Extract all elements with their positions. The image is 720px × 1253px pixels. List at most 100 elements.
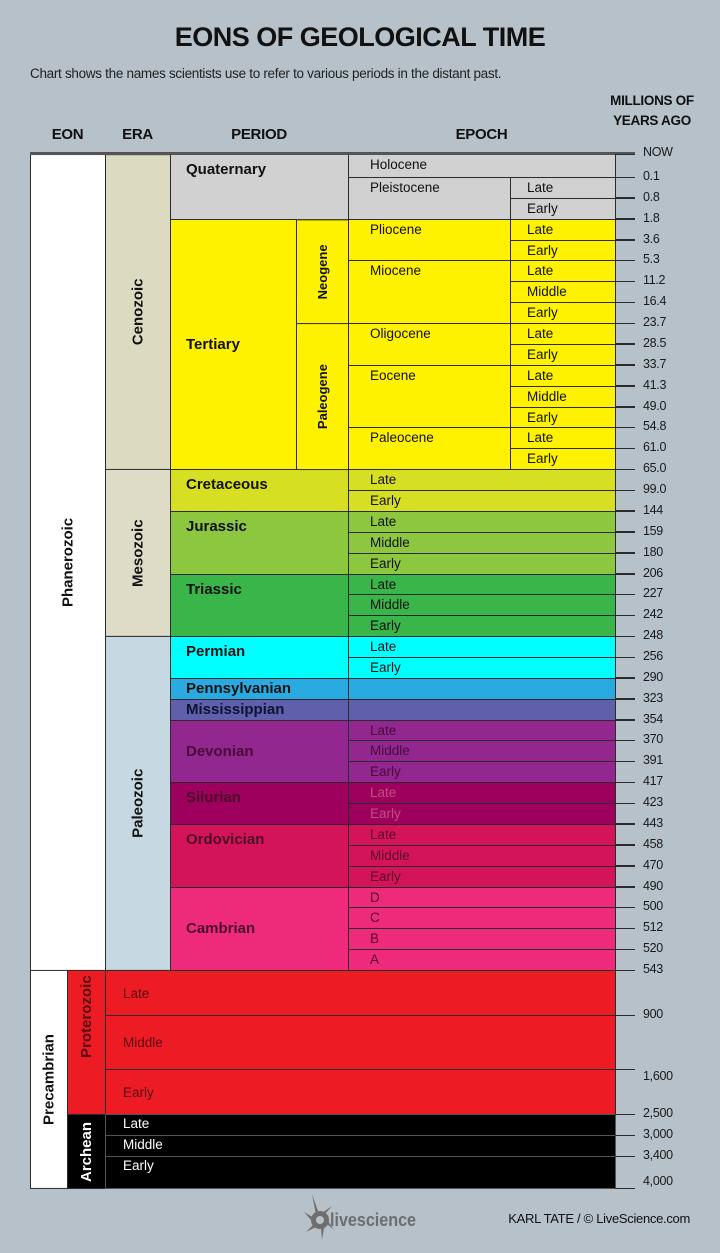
epoch-label: Late bbox=[370, 513, 397, 529]
subperiod-neogene: Neogene bbox=[296, 218, 349, 325]
age-label: 256 bbox=[643, 649, 663, 663]
subepoch: Late bbox=[510, 427, 616, 450]
epoch: Early bbox=[348, 615, 616, 638]
age-tick bbox=[615, 823, 635, 825]
epoch-label: Middle bbox=[370, 534, 410, 550]
age-label: 490 bbox=[643, 878, 663, 893]
subepoch-label: Late bbox=[527, 221, 554, 237]
era-paleozoic: Paleozoic bbox=[105, 636, 171, 972]
subepoch-label: Early bbox=[527, 451, 558, 467]
epoch-paleocene-label: Paleocene bbox=[370, 430, 434, 446]
subepoch-label: Late bbox=[527, 367, 554, 383]
age-label: 0.8 bbox=[643, 189, 660, 204]
age-tick bbox=[615, 343, 635, 345]
epoch: Late bbox=[348, 636, 616, 658]
age-label: 370 bbox=[643, 732, 663, 747]
age-label: 144 bbox=[643, 502, 663, 517]
age-label: 227 bbox=[643, 586, 663, 601]
age-label: 16.4 bbox=[643, 294, 667, 309]
age-tick bbox=[615, 385, 635, 387]
age-label: 423 bbox=[643, 795, 663, 810]
top-rule bbox=[30, 152, 635, 155]
age-label: 323 bbox=[643, 690, 663, 705]
epoch: Middle bbox=[348, 531, 616, 554]
epoch-label: Late bbox=[370, 826, 397, 842]
age-label: 470 bbox=[643, 857, 663, 872]
age-tick bbox=[615, 760, 635, 763]
precambrian-division: Middle bbox=[105, 1015, 616, 1070]
precambrian-division-label: Middle bbox=[123, 1137, 163, 1152]
precambrian-division: Late bbox=[105, 970, 616, 1016]
era-cenozoic-label: Cenozoic bbox=[129, 278, 147, 346]
age-tick bbox=[615, 1187, 635, 1189]
epoch: Late bbox=[348, 469, 616, 492]
age-tick bbox=[615, 1155, 635, 1157]
page-title: EONS OF GEOLOGICAL TIME bbox=[174, 22, 546, 52]
age-tick bbox=[615, 489, 635, 492]
age-label: 458 bbox=[643, 836, 663, 851]
epoch-label: Early bbox=[370, 493, 401, 509]
epoch: D bbox=[348, 886, 616, 909]
age-label: 54.8 bbox=[643, 419, 667, 434]
subepoch-label: Early bbox=[527, 409, 558, 425]
age-tick bbox=[615, 426, 635, 429]
epoch-pleistocene: Pleistocene bbox=[348, 177, 511, 220]
age-label: 3,400 bbox=[643, 1148, 673, 1162]
age-tick bbox=[615, 301, 635, 304]
age-label: 99.0 bbox=[643, 482, 667, 497]
age-tick bbox=[615, 552, 635, 554]
epoch-label: Late bbox=[370, 639, 397, 655]
epoch-pliocene-label: Pliocene bbox=[370, 221, 422, 237]
age-tick bbox=[615, 969, 635, 972]
epoch-pliocene: Pliocene bbox=[348, 218, 511, 262]
precambrian-division: Early bbox=[105, 1069, 616, 1115]
epoch-label: Early bbox=[370, 660, 401, 675]
period-pennsylvanian: Pennsylvanian bbox=[170, 677, 349, 700]
period-quaternary-label: Quaternary bbox=[186, 161, 267, 178]
epoch-pleistocene-label: Pleistocene bbox=[370, 180, 440, 195]
age-tick bbox=[615, 510, 635, 512]
header-eon: EON bbox=[51, 126, 84, 143]
age-tick bbox=[615, 322, 635, 325]
age-label: 3,000 bbox=[643, 1127, 673, 1141]
age-label: 543 bbox=[643, 962, 663, 977]
epoch-label: D bbox=[370, 889, 380, 905]
subepoch: Late bbox=[510, 364, 616, 387]
age-label: 900 bbox=[643, 1007, 663, 1021]
age-label: 11.2 bbox=[643, 273, 666, 288]
epoch bbox=[348, 677, 616, 700]
precambrian-division: Early bbox=[105, 1156, 616, 1189]
age-tick bbox=[615, 259, 635, 262]
age-tick bbox=[615, 280, 635, 283]
age-tick bbox=[615, 781, 635, 784]
epoch-label: Late bbox=[370, 785, 397, 801]
age-tick bbox=[615, 447, 635, 450]
subepoch: Late bbox=[510, 218, 616, 241]
age-tick bbox=[615, 573, 635, 575]
age-tick bbox=[615, 531, 635, 533]
subepoch-label: Middle bbox=[527, 388, 567, 404]
precambrian-division: Late bbox=[105, 1114, 616, 1136]
age-tick bbox=[615, 844, 635, 846]
epoch-label: Late bbox=[370, 472, 397, 488]
subepoch-label: Late bbox=[527, 326, 554, 342]
precambrian-division: Middle bbox=[105, 1135, 616, 1157]
epoch-label: B bbox=[370, 931, 380, 947]
age-tick bbox=[615, 656, 635, 658]
age-tick bbox=[615, 719, 635, 721]
subperiod-paleogene: Paleogene bbox=[296, 323, 349, 471]
period-ordovician-label: Ordovician bbox=[186, 830, 265, 848]
period-jurassic: Jurassic bbox=[170, 510, 349, 575]
subepoch-label: Late bbox=[527, 263, 554, 279]
header-era: ERA bbox=[122, 126, 153, 143]
subepoch: Late bbox=[510, 323, 616, 345]
age-label: 180 bbox=[643, 544, 663, 559]
epoch-paleocene: Paleocene bbox=[348, 427, 511, 471]
age-label: 520 bbox=[643, 941, 663, 956]
epoch-eocene-label: Eocene bbox=[370, 367, 416, 383]
header-age-line2: YEARS AGO bbox=[613, 113, 691, 128]
eon-phanerozoic-label: Phanerozoic bbox=[59, 517, 77, 608]
period-jurassic-label: Jurassic bbox=[186, 517, 247, 535]
subepoch: Early bbox=[510, 239, 616, 262]
age-tick bbox=[615, 739, 635, 742]
